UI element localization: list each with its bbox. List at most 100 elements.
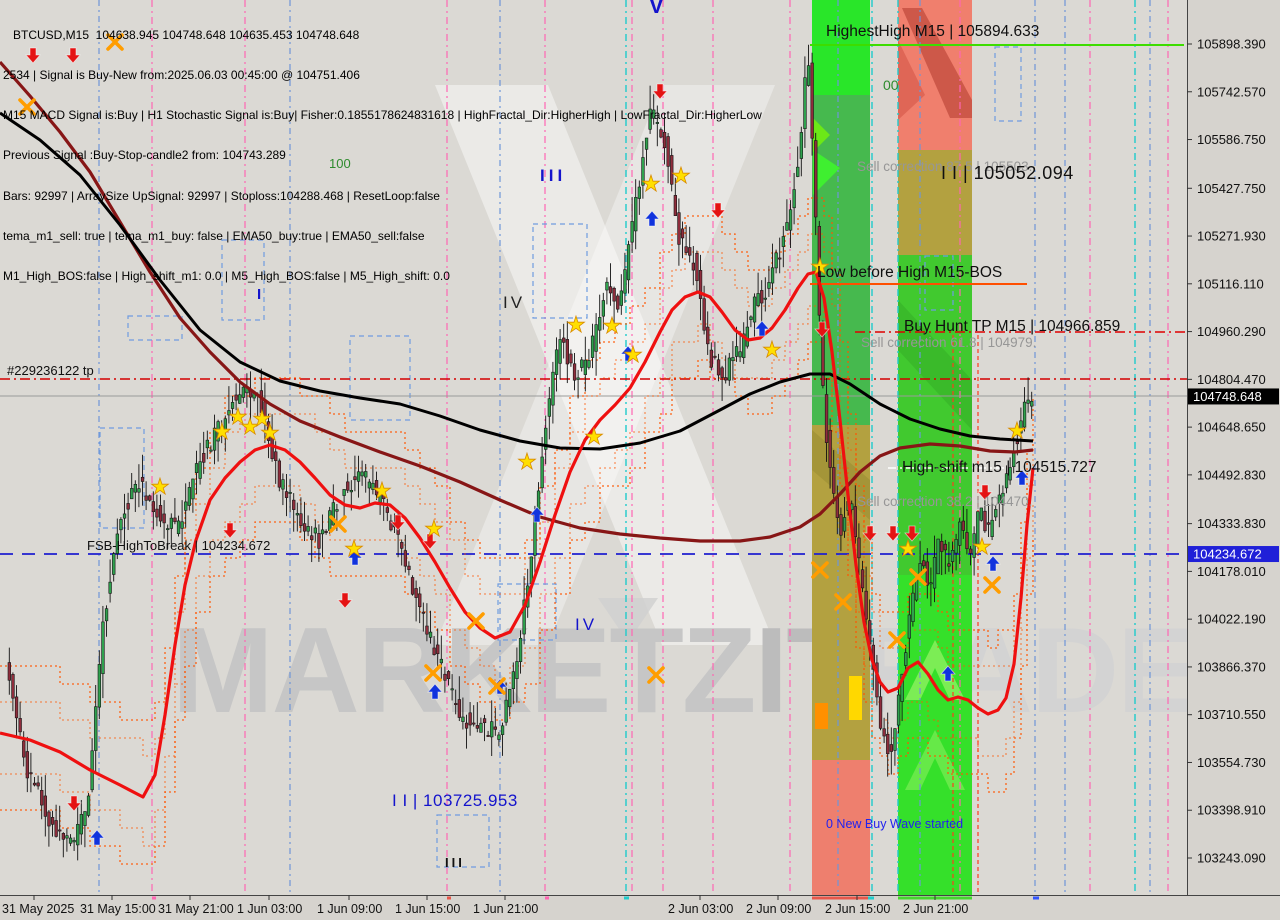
price-tick-label: 105586.750	[1197, 132, 1266, 147]
star-signal-icon: ★	[240, 414, 260, 439]
candle-bull	[508, 689, 512, 708]
price-tick-label: 104333.830	[1197, 516, 1266, 531]
candle-bear	[266, 421, 271, 441]
candle-bear	[835, 497, 840, 518]
price-tick-label: 105116.110	[1197, 276, 1264, 291]
candle-bull	[295, 513, 300, 516]
price-tick-label: 105427.750	[1197, 181, 1266, 196]
candle-bull	[187, 487, 192, 506]
price-tag-label: 104234.672	[1193, 547, 1262, 562]
time-tick-label[interactable]: 2 Jun 21:00	[903, 902, 968, 916]
candle-bull	[763, 297, 768, 300]
range-box	[349, 335, 411, 421]
fib-00-label: 00	[883, 77, 899, 93]
sell-correction-875-label: Sell correction 87.5 | 105503.	[857, 159, 1032, 174]
exit-cross-icon	[488, 677, 506, 695]
exit-cross-icon	[467, 612, 485, 630]
candle-bull	[540, 456, 544, 489]
high-shift-label: High-shift m15 | 104515.727	[902, 459, 1096, 476]
candle-bear	[382, 491, 386, 500]
time-axis-background	[0, 896, 1280, 920]
candle-bear	[695, 252, 699, 282]
candle-bear	[612, 287, 616, 302]
time-tick-label[interactable]: 1 Jun 15:00	[395, 902, 460, 916]
candle-bull	[770, 267, 775, 284]
time-tick-label[interactable]: 2 Jun 15:00	[825, 902, 890, 916]
candle-bear	[882, 728, 886, 737]
candle-bear	[421, 611, 426, 614]
candle-bull	[979, 507, 984, 521]
candle-bull	[223, 418, 228, 430]
candle-bull	[641, 157, 645, 186]
exit-cross-icon	[424, 664, 442, 682]
star-signal-icon: ★	[228, 404, 248, 429]
exit-cross-icon	[811, 561, 829, 579]
candle-bear	[234, 394, 238, 401]
price-tick-label: 103243.090	[1197, 851, 1266, 866]
candle-bear	[407, 565, 411, 570]
candle-bull	[86, 795, 91, 816]
time-tick-label[interactable]: 31 May 21:00	[158, 902, 234, 916]
time-tick-label[interactable]: 1 Jun 21:00	[473, 902, 538, 916]
highest-high-label: HighestHigh M15 | 105894.633	[826, 23, 1039, 40]
time-tick-label[interactable]: 1 Jun 09:00	[317, 902, 382, 916]
candle-bear	[817, 225, 822, 316]
candle-bear	[162, 513, 166, 524]
candle-bull	[500, 725, 505, 735]
candle-bull	[774, 252, 778, 269]
candle-bull	[522, 599, 526, 635]
time-tick-label[interactable]: 2 Jun 09:00	[746, 902, 811, 916]
candle-bear	[562, 337, 566, 343]
fsb-high-to-break-label: FSB-HighToBreak | 104234.672	[87, 538, 270, 553]
candle-bull	[904, 652, 908, 666]
candle-bull	[79, 814, 84, 835]
candle-bear	[418, 593, 422, 607]
time-tick-label[interactable]: 31 May 2025	[2, 902, 74, 916]
candle-bull	[335, 509, 339, 512]
candle-bull	[626, 244, 631, 281]
buy-arrow-icon	[529, 506, 545, 523]
exit-cross-icon	[888, 631, 906, 649]
candle-bull	[281, 479, 285, 490]
price-tick-label: 103398.910	[1197, 803, 1266, 818]
candle-bull	[752, 296, 757, 323]
logo-watermark	[435, 85, 775, 645]
star-signal-icon: ★	[898, 536, 918, 561]
candle-bear	[400, 542, 404, 549]
time-tick-label[interactable]: 1 Jun 03:00	[237, 902, 302, 916]
candle-bull	[990, 519, 994, 537]
candle-bear	[670, 155, 674, 185]
candle-bear	[202, 453, 206, 463]
candle-bear	[824, 394, 829, 443]
time-tick-label[interactable]: 31 May 15:00	[80, 902, 156, 916]
candle-bull	[788, 209, 793, 231]
range-box	[436, 814, 490, 868]
time-tick-label[interactable]: 2 Jun 03:00	[668, 902, 733, 916]
price-tick-label: 103866.370	[1197, 659, 1266, 674]
candle-bull	[180, 521, 184, 529]
candle-bull	[241, 386, 246, 398]
candle-bull	[745, 326, 750, 347]
range-box	[127, 315, 183, 341]
candle-bull	[184, 501, 188, 511]
level-lines-layer	[0, 44, 1187, 555]
candle-bear	[922, 560, 926, 567]
candle-bull	[587, 360, 591, 368]
candle-bull	[799, 132, 804, 159]
buy-arrow-icon	[940, 665, 956, 682]
low-before-high-label: Low before High M15-BOS	[817, 264, 1002, 281]
star-signal-icon: ★	[972, 534, 992, 559]
candle-bear	[43, 795, 48, 817]
candle-bear	[673, 195, 678, 216]
candle-bull	[796, 166, 800, 177]
price-tick-label: 105898.390	[1197, 37, 1266, 52]
candle-bull	[94, 706, 98, 751]
candle-bull	[288, 491, 292, 494]
candle-bear	[158, 505, 163, 522]
candle-bull	[313, 527, 318, 534]
star-signal-icon: ★	[372, 478, 392, 503]
candle-bear	[857, 537, 861, 559]
exit-cross-icon	[329, 515, 347, 533]
